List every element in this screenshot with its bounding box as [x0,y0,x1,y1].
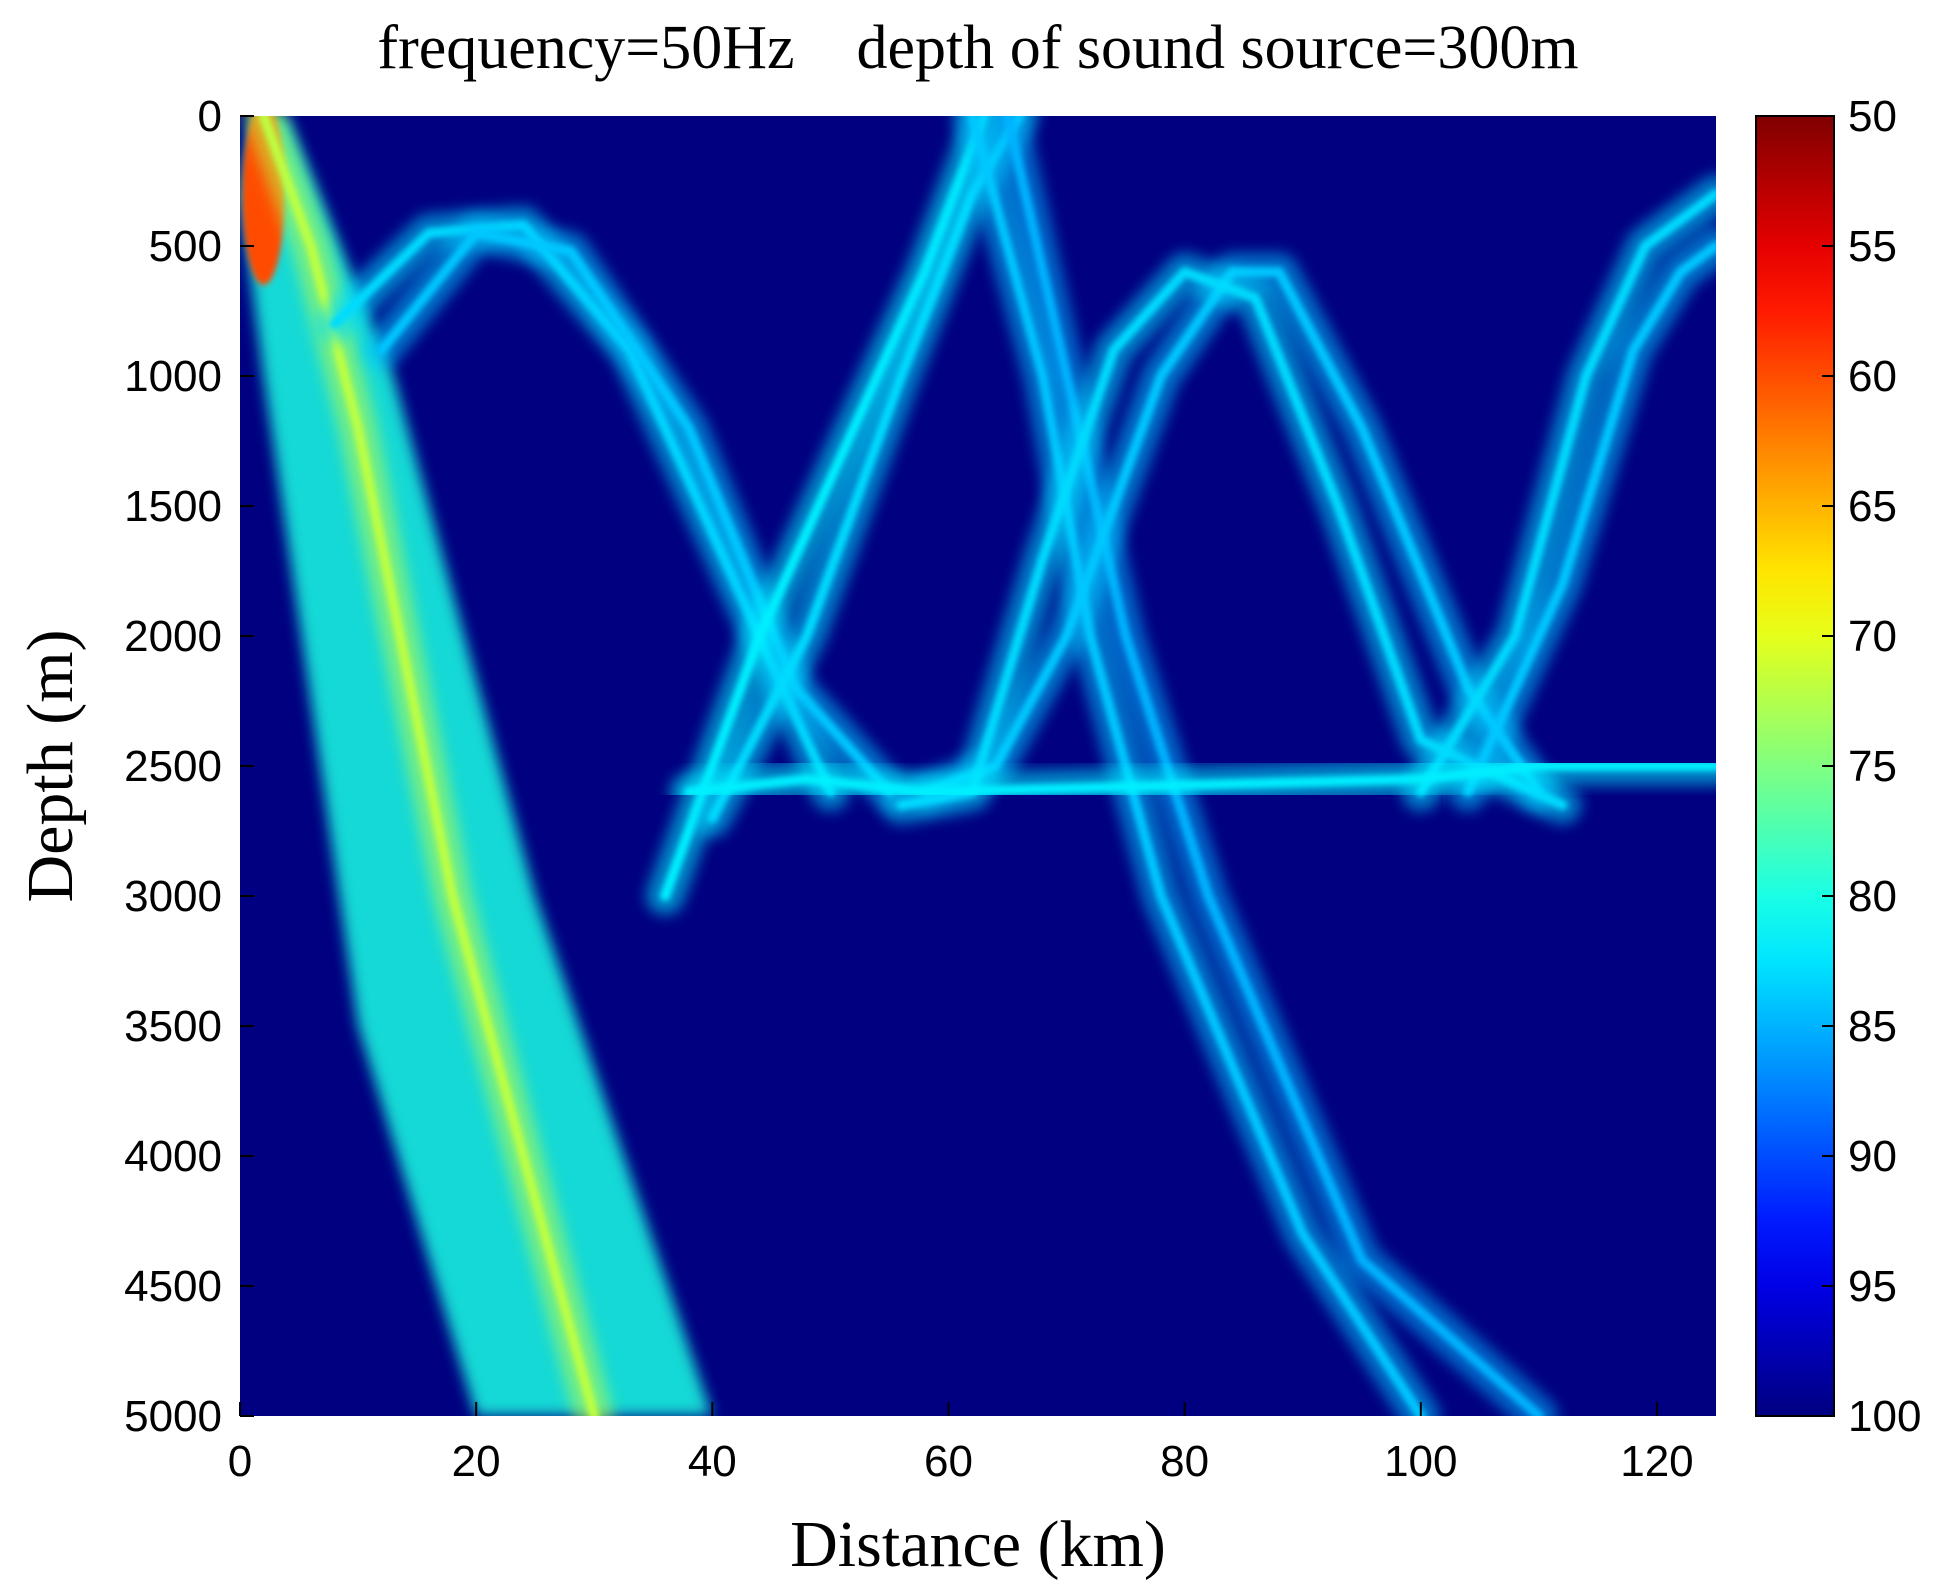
y-tick-label: 3000 [124,872,222,921]
y-tick-label: 500 [149,222,222,271]
colorbar-tick-label: 95 [1848,1262,1897,1311]
y-tick-label: 2000 [124,612,222,661]
feature-convergence-row-2500 [669,747,1716,811]
y-axis: 0 500 1000 1500 2000 2500 3000 3500 4000 4500 5000 [124,92,254,1441]
feature-second-zone-down-1 [953,116,1440,1416]
colorbar: 50 55 60 65 70 75 80 85 90 95 100 [1755,92,1921,1441]
colorbar-tick-label: 70 [1848,612,1897,661]
feature-third-zone-up-2 [1449,227,1716,811]
colorbar-tick-label: 60 [1848,352,1897,401]
colorbar-tick-label: 65 [1848,482,1897,531]
feature-deep-bounce-arc-2 [882,253,1582,824]
feature-second-zone-down-2 [988,116,1558,1416]
colorbar-tick-label: 75 [1848,742,1897,791]
plot-area [240,116,1716,1416]
feature-surface-bounce-arc-2 [362,214,909,811]
y-tick-label: 0 [198,92,222,141]
colorbar-strip [1755,115,1835,1417]
x-tick-label: 40 [688,1437,737,1486]
y-tick-label: 5000 [124,1392,222,1441]
y-tick-label: 4000 [124,1132,222,1181]
x-axis: 0 20 40 60 80 100 120 [228,1402,1694,1486]
colorbar-tick-label: 50 [1848,92,1897,141]
feature-core [258,116,600,1416]
feature-core [967,116,1426,1416]
x-axis-label: Distance (km) [790,1508,1166,1581]
x-tick-label: 60 [924,1437,973,1486]
colorbar-tick-label: 55 [1848,222,1897,271]
feature-core [1415,189,1716,797]
feature-direct-ridge-1 [244,116,614,1416]
x-tick-label: 100 [1384,1437,1457,1486]
y-tick-label: 1000 [124,352,222,401]
x-tick-label: 0 [228,1437,252,1486]
feature-core [376,228,895,797]
colorbar-tick-label: 85 [1848,1002,1897,1051]
colorbar-tick-label: 80 [1848,872,1897,921]
feature-core [896,267,1568,810]
feature-core [683,761,1716,797]
y-axis-label: Depth (m) [14,629,87,902]
chart-title: frequency=50Hz depth of sound source=300… [377,14,1578,82]
heatmap-features [240,116,1716,1416]
y-tick-label: 1500 [124,482,222,531]
colorbar-tick-label: 100 [1848,1392,1921,1441]
x-tick-label: 120 [1620,1437,1693,1486]
y-tick-label: 4500 [124,1262,222,1311]
feature-core [1463,241,1716,797]
y-tick-label: 2500 [124,742,222,791]
colorbar-tick-label: 90 [1848,1132,1897,1181]
feature-core [1002,116,1544,1416]
colorbar-ticks: 50 55 60 65 70 75 80 85 90 95 100 [1822,92,1921,1441]
x-tick-label: 80 [1160,1437,1209,1486]
y-tick-label: 3500 [124,1002,222,1051]
feature-third-zone-up-1 [1401,175,1716,811]
x-tick-label: 20 [452,1437,501,1486]
